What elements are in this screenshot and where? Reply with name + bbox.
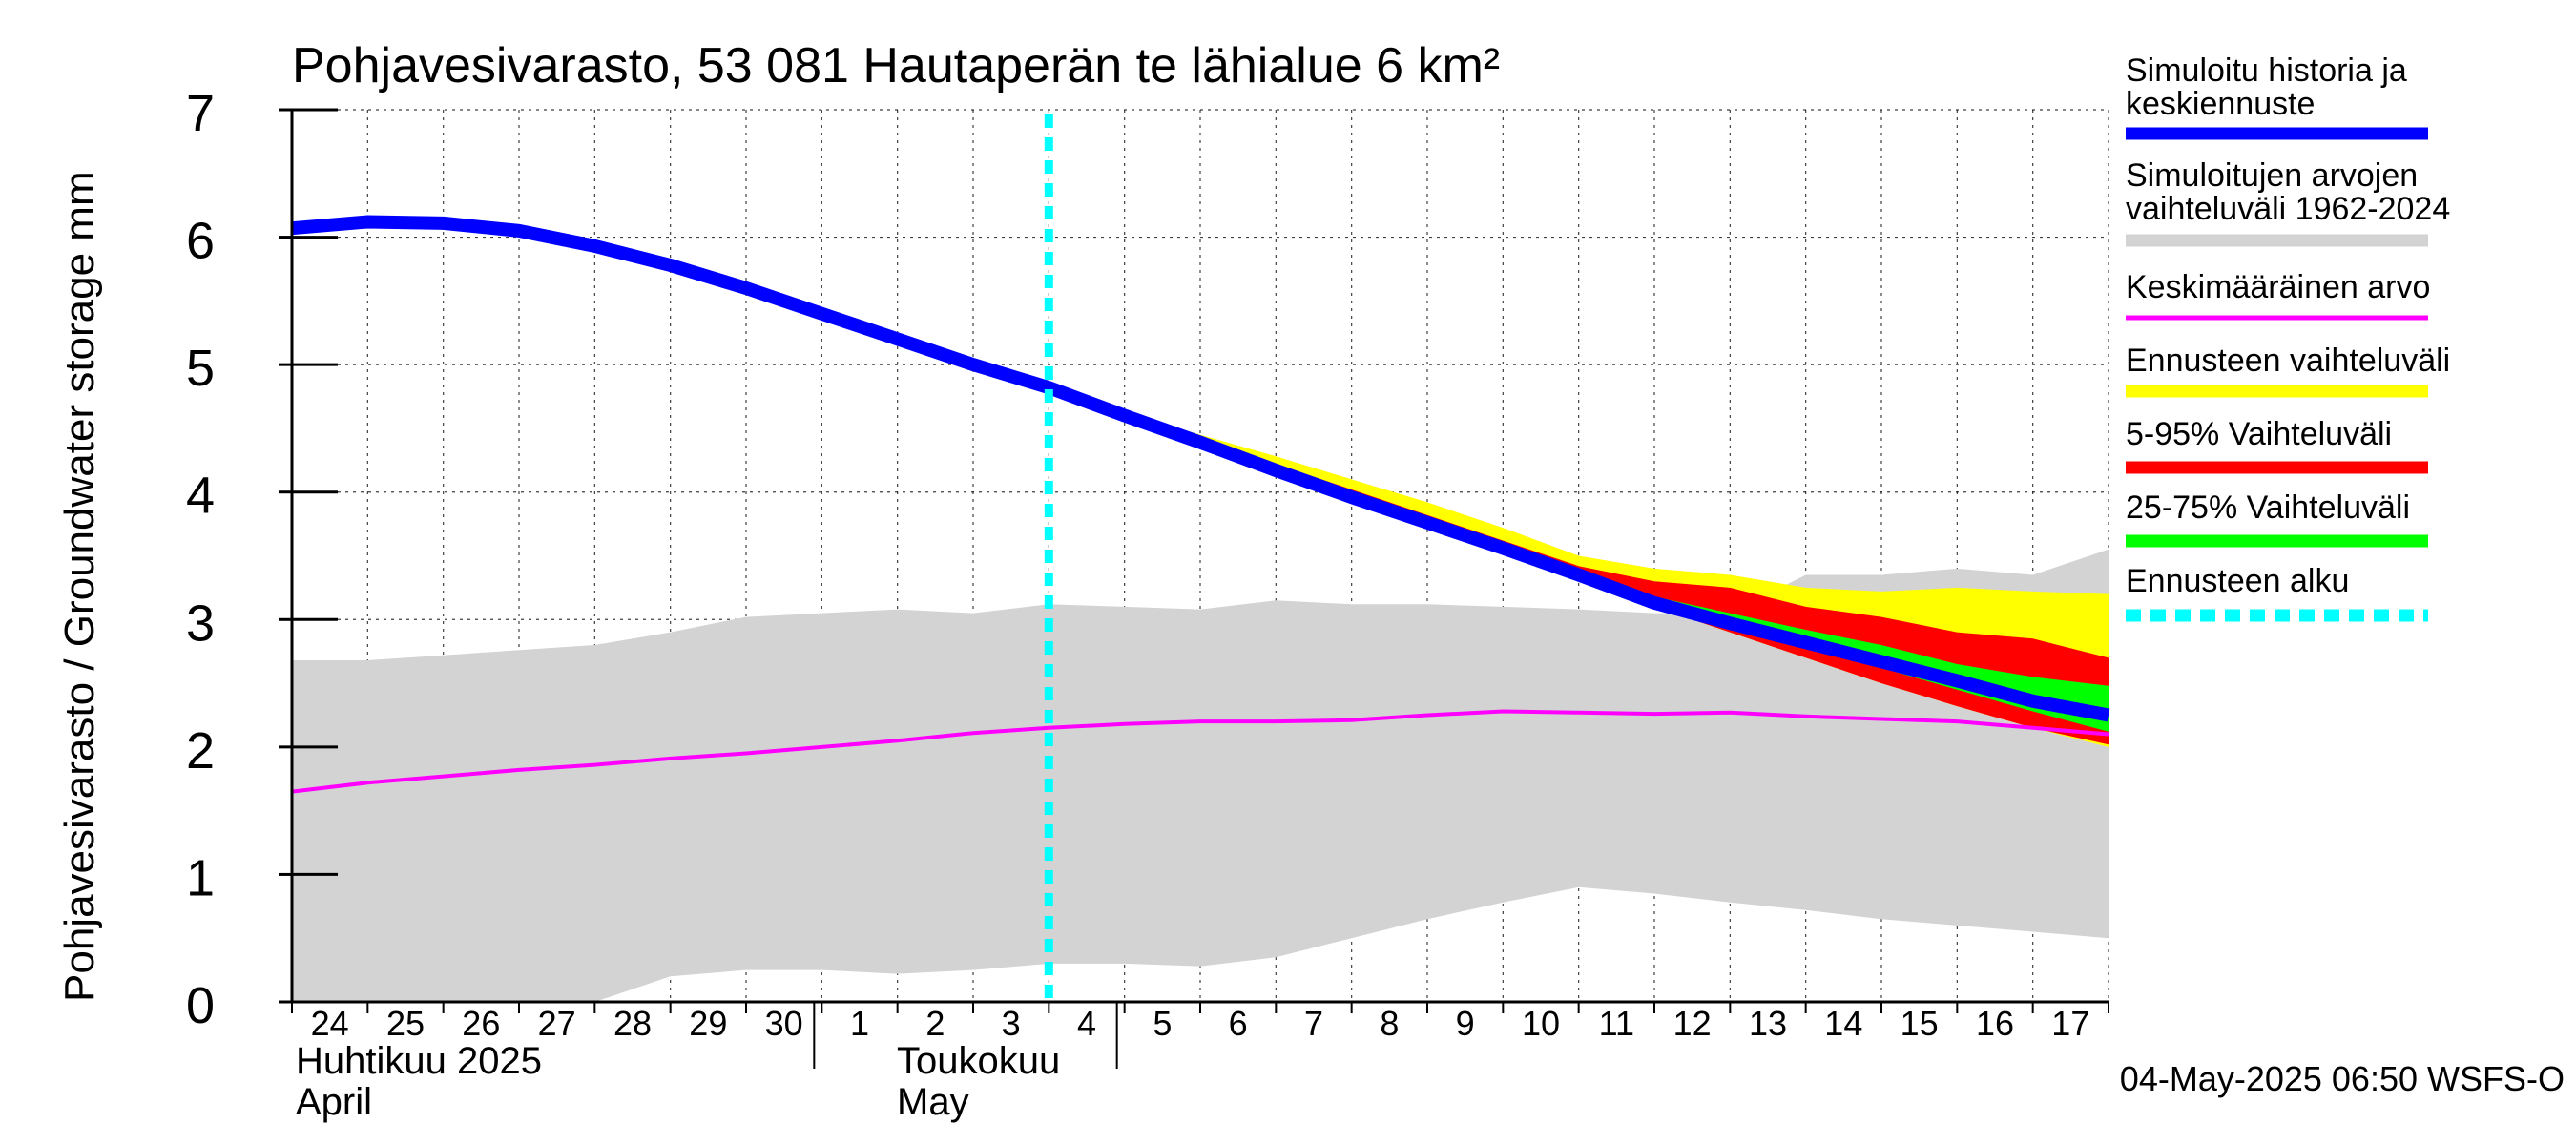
month-label-en: April [296, 1081, 372, 1123]
x-tick-label: 5 [1153, 1004, 1172, 1043]
x-tick-label: 16 [1976, 1004, 2014, 1043]
y-tick-label: 0 [186, 977, 215, 1034]
legend-label: 5-95% Vaihteluväli [2126, 416, 2392, 452]
series-band-3 [1049, 384, 2109, 732]
legend-label: vaihteluväli 1962-2024 [2126, 191, 2450, 227]
legend-label: keskiennuste [2126, 86, 2315, 122]
legend-label: Ennusteen alku [2126, 563, 2349, 599]
series-line-5 [291, 215, 2110, 722]
month-label-en: May [897, 1081, 969, 1123]
series [291, 114, 2110, 1002]
legend-label: Keskimääräinen arvo [2126, 269, 2430, 305]
y-tick-label: 6 [186, 213, 215, 270]
x-tick-label: 15 [1901, 1004, 1939, 1043]
legend-label: Ennusteen vaihteluväli [2126, 343, 2450, 379]
y-tick-label: 1 [186, 849, 215, 906]
series-band-0 [292, 549, 2109, 1002]
x-tick-label: 11 [1599, 1004, 1634, 1043]
series-line-4 [291, 709, 2109, 794]
legend-label: 25-75% Vaihteluväli [2126, 489, 2410, 526]
y-tick-label: 3 [186, 594, 215, 652]
month-label-fi: Huhtikuu 2025 [296, 1040, 542, 1082]
x-tick-label: 26 [462, 1004, 500, 1043]
x-tick-label: 12 [1673, 1004, 1712, 1043]
timestamp: 04-May-2025 06:50 WSFS-O [2120, 1059, 2565, 1098]
x-tick-label: 7 [1304, 1004, 1323, 1043]
y-tick-label: 2 [186, 722, 215, 780]
x-tick-label: 6 [1229, 1004, 1248, 1043]
x-tick-label: 30 [765, 1004, 803, 1043]
x-tick-label: 27 [538, 1004, 576, 1043]
x-tick-label: 4 [1077, 1004, 1096, 1043]
x-tick-label: 25 [386, 1004, 425, 1043]
x-tick-label: 10 [1522, 1004, 1560, 1043]
y-tick-label: 7 [186, 85, 215, 142]
month-label-fi: Toukokuu [897, 1040, 1060, 1082]
x-tick-label: 17 [2051, 1004, 2089, 1043]
legend-label: Simuloitu historia ja [2126, 52, 2407, 89]
y-tick-label: 4 [186, 468, 215, 525]
x-tick-label: 1 [850, 1004, 869, 1043]
x-tick-label: 2 [925, 1004, 945, 1043]
x-tick-label: 8 [1380, 1004, 1399, 1043]
legend-label: Simuloitujen arvojen [2126, 157, 2418, 194]
x-tick-label: 3 [1002, 1004, 1021, 1043]
y-tick-label: 5 [186, 340, 215, 397]
x-tick-label: 14 [1824, 1004, 1862, 1043]
x-tick-label: 24 [311, 1004, 349, 1043]
x-tick-label: 9 [1456, 1004, 1475, 1043]
x-tick-label: 13 [1749, 1004, 1787, 1043]
chart-title: Pohjavesivarasto, 53 081 Hautaperän te l… [292, 38, 1500, 94]
x-tick-label: 28 [613, 1004, 652, 1043]
y-axis-label: Pohjavesivarasto / Groundwater storage m… [56, 171, 103, 1002]
x-tick-label: 29 [689, 1004, 727, 1043]
